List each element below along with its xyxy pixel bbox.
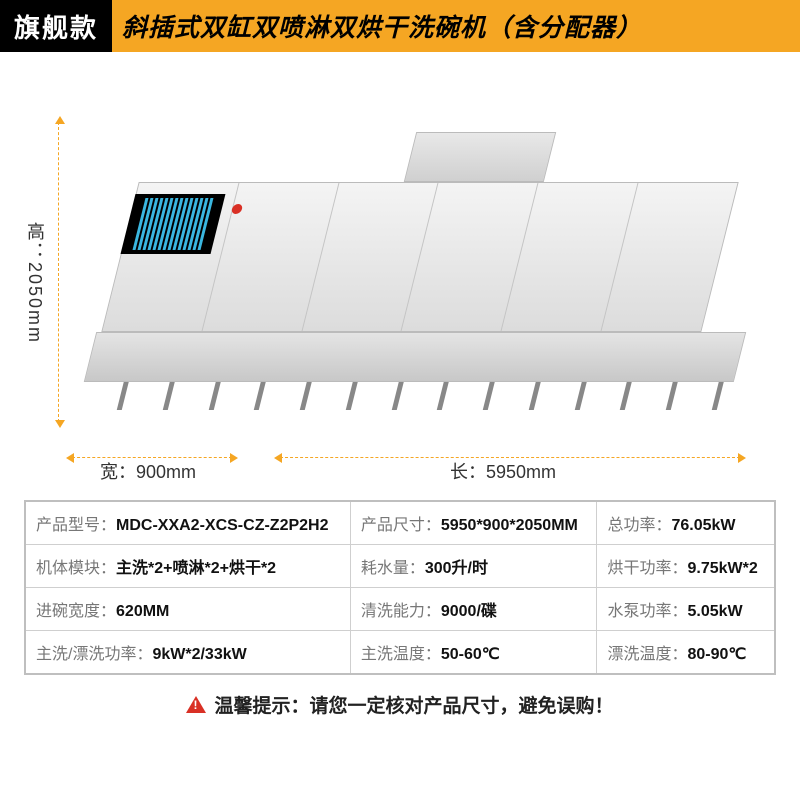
spec-cell: 产品型号：MDC-XXA2-XCS-CZ-Z2P2H2 bbox=[25, 501, 350, 545]
notice-bar: 温馨提示：请您一定核对产品尺寸，避免误购！ bbox=[24, 691, 776, 718]
spec-cell: 主洗/漂洗功率：9kW*2/33kW bbox=[25, 631, 350, 675]
dimension-height-line bbox=[58, 122, 59, 422]
spec-cell: 漂洗温度：80-90℃ bbox=[597, 631, 775, 675]
dimension-length-label: 长：5950mm bbox=[450, 458, 556, 484]
machine-illustration bbox=[80, 132, 750, 422]
table-row: 产品型号：MDC-XXA2-XCS-CZ-Z2P2H2产品尺寸：5950*900… bbox=[25, 501, 775, 545]
table-row: 主洗/漂洗功率：9kW*2/33kW主洗温度：50-60℃漂洗温度：80-90℃ bbox=[25, 631, 775, 675]
dimension-width-label: 宽：900mm bbox=[100, 458, 196, 484]
spec-cell: 烘干功率：9.75kW*2 bbox=[597, 545, 775, 588]
warning-icon bbox=[186, 696, 206, 713]
table-row: 机体模块：主洗*2+喷淋*2+烘干*2耗水量：300升/时烘干功率：9.75kW… bbox=[25, 545, 775, 588]
dimension-height-label: 高：2050mm bbox=[22, 222, 48, 344]
notice-text: 温馨提示：请您一定核对产品尺寸，避免误购！ bbox=[214, 691, 613, 718]
flagship-badge: 旗舰款 bbox=[0, 0, 112, 52]
spec-cell: 主洗温度：50-60℃ bbox=[350, 631, 597, 675]
spec-cell: 进碗宽度：620MM bbox=[25, 588, 350, 631]
product-diagram: 高：2050mm 宽：900mm 长：5950mm bbox=[20, 62, 780, 492]
machine-entry-curtain bbox=[121, 194, 226, 254]
spec-cell: 总功率：76.05kW bbox=[597, 501, 775, 545]
spec-table: 产品型号：MDC-XXA2-XCS-CZ-Z2P2H2产品尺寸：5950*900… bbox=[24, 500, 776, 675]
header: 旗舰款 斜插式双缸双喷淋双烘干洗碗机（含分配器） bbox=[0, 0, 800, 52]
spec-cell: 水泵功率：5.05kW bbox=[597, 588, 775, 631]
table-row: 进碗宽度：620MM清洗能力：9000/碟水泵功率：5.05kW bbox=[25, 588, 775, 631]
spec-cell: 耗水量：300升/时 bbox=[350, 545, 597, 588]
spec-cell: 产品尺寸：5950*900*2050MM bbox=[350, 501, 597, 545]
spec-cell: 清洗能力：9000/碟 bbox=[350, 588, 597, 631]
spec-cell: 机体模块：主洗*2+喷淋*2+烘干*2 bbox=[25, 545, 350, 588]
product-title: 斜插式双缸双喷淋双烘干洗碗机（含分配器） bbox=[112, 0, 800, 52]
